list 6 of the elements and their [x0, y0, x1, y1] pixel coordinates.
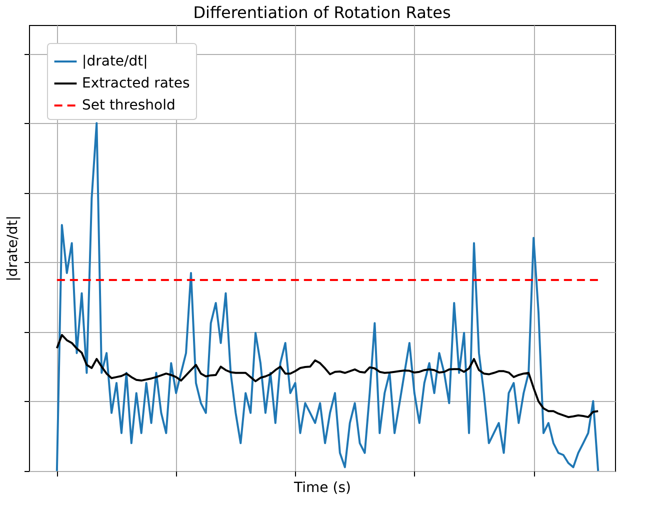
legend-label: |drate/dt|	[82, 54, 148, 70]
chart-title: Differentiation of Rotation Rates	[193, 3, 451, 22]
legend-label: Set threshold	[82, 98, 176, 114]
legend-label: Extracted rates	[82, 76, 190, 92]
y-axis-title: |drate/dt|	[5, 216, 21, 282]
x-axis-title: Time (s)	[293, 480, 351, 496]
